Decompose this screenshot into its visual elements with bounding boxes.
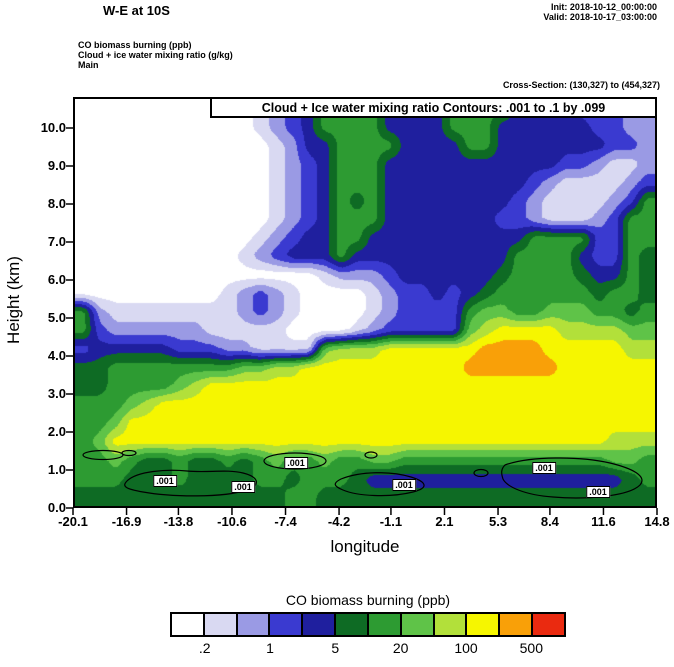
x-tick-label: -16.9	[111, 514, 142, 529]
contour-value-label: .001	[586, 486, 610, 498]
init-time-label: Init: 2018-10-12_00:00:00	[550, 2, 657, 12]
colorbar-swatch	[172, 614, 203, 635]
colorbar-swatch	[465, 614, 499, 635]
y-tick-label: 2.0	[47, 424, 66, 439]
x-tick-label: -13.8	[163, 514, 194, 529]
page-title: W-E at 10S	[103, 3, 170, 18]
contour-value-label: .001	[153, 475, 177, 487]
cloud-contour-lines	[82, 449, 643, 499]
contour-info-box: Cloud + Ice water mixing ratio Contours:…	[210, 97, 657, 118]
cross-section-label: Cross-Section: (130,327) to (454,327)	[502, 80, 660, 90]
colorbar-swatch	[432, 614, 466, 635]
y-tick-label: 6.0	[47, 272, 66, 287]
colorbar-swatch	[202, 614, 236, 635]
y-tick-label: 0.0	[47, 500, 66, 515]
y-tick-label: 3.0	[47, 386, 66, 401]
x-tick-label: -4.2	[327, 514, 351, 529]
colorbar-tick-label: 5	[331, 640, 340, 656]
y-axis-title: Height (km)	[4, 256, 23, 344]
contour-value-label: .001	[532, 462, 556, 474]
x-tick-label: 2.1	[435, 514, 454, 529]
y-tick-label: 1.0	[47, 462, 66, 477]
init-valid-block: Init: 2018-10-12_00:00:00 Valid: 2018-10…	[543, 2, 657, 22]
y-tick-label: 9.0	[47, 158, 66, 173]
colorbar-swatch	[399, 614, 433, 635]
colorbar-swatch	[301, 614, 335, 635]
colorbar-swatch	[531, 614, 564, 635]
colorbar-swatch	[334, 614, 367, 635]
colorbar-title: CO biomass burning (ppb)	[285, 592, 451, 608]
contour-value-label: .001	[392, 479, 416, 491]
colorbar-tick-label: 20	[392, 640, 409, 656]
colorbar-swatch	[268, 614, 302, 635]
y-tick-label: 7.0	[47, 234, 66, 249]
colorbar-tick-label: 100	[454, 640, 478, 656]
y-tick-label: 5.0	[47, 310, 66, 325]
x-tick-label: 8.4	[540, 514, 559, 529]
domain-label: Main	[78, 60, 99, 70]
contour-field-canvas	[75, 99, 655, 506]
colorbar-tick-label: .2	[198, 640, 211, 656]
plot-area: Cloud + Ice water mixing ratio Contours:…	[73, 97, 657, 508]
x-tick-label: -10.6	[217, 514, 247, 529]
colorbar	[170, 612, 566, 637]
colorbar-swatch	[366, 614, 400, 635]
x-tick-label: -7.4	[274, 514, 297, 529]
contour-value-label: .001	[284, 457, 308, 469]
fill-field-label: CO biomass burning (ppb)	[78, 40, 192, 50]
x-axis-title: longitude	[330, 537, 400, 556]
colorbar-tick-label: 1	[266, 640, 274, 656]
colorbar-swatch	[498, 614, 532, 635]
x-tick-label: -1.1	[379, 514, 403, 529]
colorbar-tick-label: 500	[519, 640, 543, 656]
x-tick-label: 5.3	[488, 514, 508, 529]
x-tick-label: 14.8	[644, 514, 670, 529]
y-tick-label: 4.0	[47, 348, 66, 363]
valid-time-label: Valid: 2018-10-17_03:00:00	[543, 12, 657, 22]
y-tick-label: 10.0	[40, 120, 66, 135]
contour-field-label: Cloud + ice water mixing ratio (g/kg)	[78, 50, 233, 60]
field-info-block: CO biomass burning (ppb) Cloud + ice wat…	[78, 40, 233, 70]
y-tick-label: 8.0	[47, 196, 66, 211]
colorbar-swatch	[235, 614, 269, 635]
x-tick-label: 11.6	[591, 514, 616, 529]
contour-value-label: .001	[231, 481, 255, 493]
x-tick-label: -20.1	[58, 514, 88, 529]
